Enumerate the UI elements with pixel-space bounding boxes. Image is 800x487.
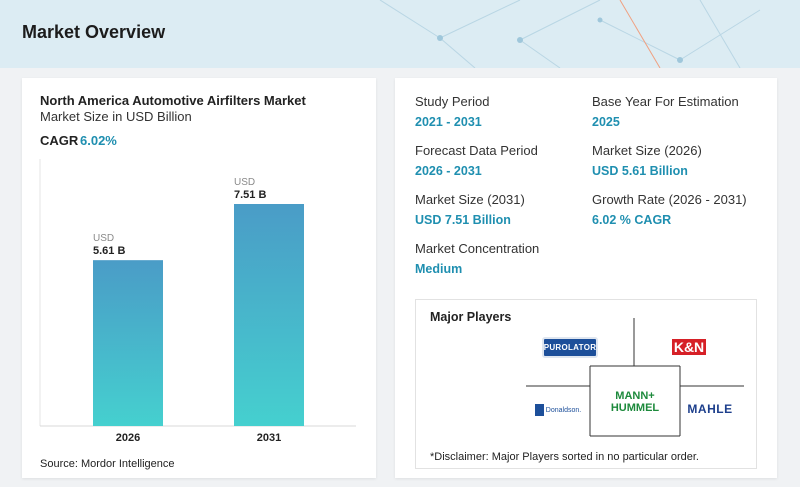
x-tick-label: 2031 (257, 432, 281, 444)
stat-label: Base Year For Estimation (592, 94, 739, 109)
mann-hummel-line2: HUMMEL (610, 402, 660, 414)
stat-value: USD 7.51 Billion (415, 213, 511, 227)
header-network-decoration (379, 0, 761, 68)
stat-label: Market Size (2031) (415, 192, 525, 207)
stat-value: 2025 (592, 115, 620, 129)
cagr-value: 6.02% (80, 133, 117, 148)
header-band: Market Overview (0, 0, 800, 68)
stat-base-year: Base Year For Estimation 2025 (592, 94, 739, 129)
kn-logo: K&N (668, 337, 710, 357)
stat-forecast-period: Forecast Data Period 2026 - 2031 (415, 143, 538, 178)
players-disclaimer: *Disclaimer: Major Players sorted in no … (430, 451, 699, 463)
market-size-chart-card: North America Automotive Airfilters Mark… (22, 78, 376, 478)
cagr-label: CAGR (40, 133, 79, 148)
stat-label: Growth Rate (2026 - 2031) (592, 192, 747, 207)
donaldson-logo: Donaldson. (532, 400, 584, 420)
page-title: Market Overview (22, 22, 166, 42)
stat-label: Market Size (2026) (592, 143, 702, 158)
bar-2026 (93, 260, 163, 426)
chart-title: North America Automotive Airfilters Mark… (40, 93, 306, 108)
mann-hummel-logo: MANN+ HUMMEL (603, 388, 667, 416)
donaldson-logo-text: Donaldson. (545, 406, 582, 414)
chart-source: Source: Mordor Intelligence (40, 458, 175, 470)
purolator-logo: PUROLATOR (542, 337, 598, 358)
stat-value: 6.02 % CAGR (592, 213, 672, 227)
major-players-title: Major Players (430, 310, 512, 324)
mahle-logo: MAHLE (687, 402, 733, 416)
stat-value: USD 5.61 Billion (592, 164, 688, 178)
bar-2031 (234, 204, 304, 426)
stat-label: Study Period (415, 94, 490, 109)
bar-unit-label: USD (234, 177, 255, 188)
bar-value-label: 5.61 B (93, 245, 125, 257)
stat-label: Market Concentration (415, 241, 540, 256)
stat-market-size-2026: Market Size (2026) USD 5.61 Billion (592, 143, 702, 178)
bar-unit-label: USD (93, 233, 114, 244)
stat-study-period: Study Period 2021 - 2031 (415, 94, 489, 129)
stat-label: Forecast Data Period (415, 143, 538, 158)
players-grid-lines (526, 318, 744, 437)
major-players-box: Major Players PUROLATOR K&N MANN+ HUMMEL… (415, 299, 757, 469)
stat-value: 2021 - 2031 (415, 115, 482, 129)
kn-logo-text: K&N (671, 339, 707, 355)
stat-value: Medium (415, 262, 463, 276)
stat-growth-rate: Growth Rate (2026 - 2031) 6.02 % CAGR (592, 192, 747, 227)
stat-market-concentration: Market Concentration Medium (415, 241, 539, 276)
chart-subtitle: Market Size in USD Billion (40, 109, 192, 124)
stat-value: 2026 - 2031 (415, 164, 482, 178)
market-stats-card: Study Period 2021 - 2031 Base Year For E… (395, 78, 777, 478)
donaldson-mark-icon (534, 404, 544, 416)
mann-hummel-line1: MANN+ (615, 390, 655, 402)
stat-market-size-2031: Market Size (2031) USD 7.51 Billion (415, 192, 525, 227)
x-tick-label: 2026 (116, 432, 140, 444)
bar-value-label: 7.51 B (234, 189, 266, 201)
